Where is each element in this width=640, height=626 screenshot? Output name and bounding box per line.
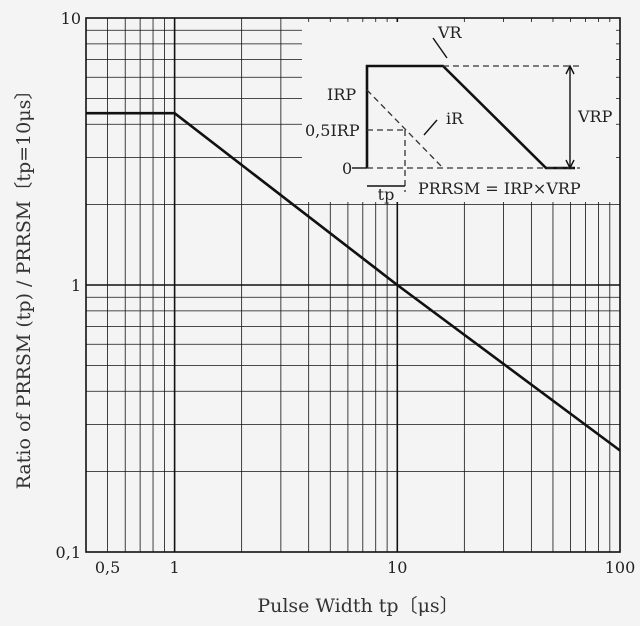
inset-label-ir: iR bbox=[446, 109, 464, 128]
inset-label-irp: IRP bbox=[327, 85, 356, 104]
inset-label-zero: 0 bbox=[342, 159, 352, 178]
y-axis-label: Ratio of PRRSM (tp) / PRRSM〔tp=10μs〕 bbox=[13, 81, 35, 490]
inset-vrp-arrow-up bbox=[565, 64, 575, 75]
inset-background bbox=[302, 22, 616, 202]
x-tick-label: 1 bbox=[170, 558, 180, 577]
y-tick-label: 1 bbox=[71, 276, 81, 295]
inset-diagram: VR IRP 0,5IRP iR 0 VRP tp PRRSM = IRP×VRP bbox=[302, 22, 616, 204]
data-series bbox=[86, 111, 621, 452]
y-tick-label: 0,1 bbox=[56, 543, 81, 562]
inset-label-tp: tp bbox=[378, 185, 395, 204]
x-axis-label: Pulse Width tp〔μs〕 bbox=[257, 595, 458, 617]
plot-frame bbox=[85, 17, 621, 553]
series-line bbox=[86, 111, 621, 452]
y-tick-label: 10 bbox=[61, 9, 81, 28]
inset-vr-leader bbox=[432, 37, 448, 59]
inset-current-decay bbox=[366, 89, 444, 169]
inset-label-half-irp: 0,5IRP bbox=[305, 121, 360, 140]
inset-vrp-arrow-down bbox=[565, 159, 575, 170]
inset-ir-leader bbox=[423, 119, 438, 136]
inset-label-vr: VR bbox=[437, 23, 463, 42]
inset-label-vrp: VRP bbox=[577, 107, 613, 126]
x-tick-label: 0,5 bbox=[95, 558, 120, 577]
inset-label-formula: PRRSM = IRP×VRP bbox=[418, 179, 581, 198]
x-tick-label: 100 bbox=[605, 558, 636, 577]
x-tick-label: 10 bbox=[387, 558, 407, 577]
tick-labels: 0,5 1 10 100 0,1 1 10 bbox=[56, 9, 636, 577]
